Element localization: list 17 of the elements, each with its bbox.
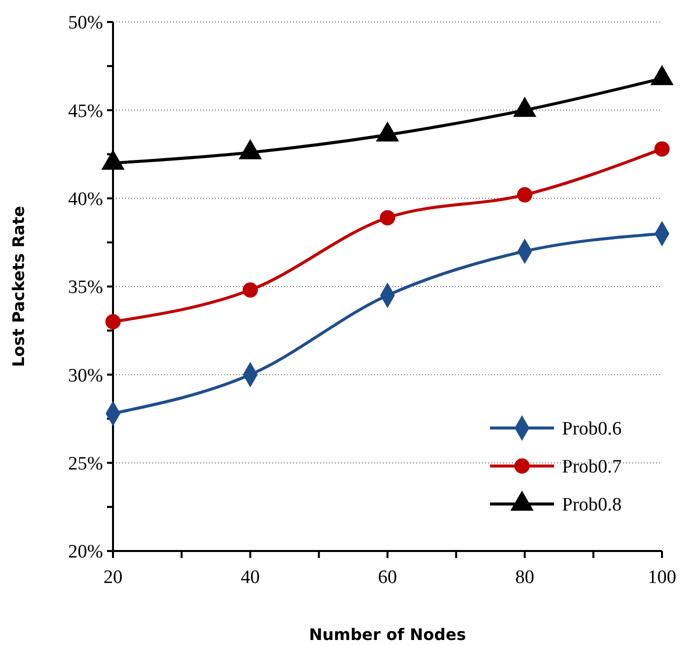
x-tick-label: 40 (240, 567, 260, 588)
y-tick-label: 50% (68, 12, 104, 34)
y-axis-title: Lost Packets Rate (9, 206, 28, 367)
x-tick-label: 80 (515, 567, 534, 588)
x-tick-label: 20 (104, 567, 122, 588)
x-tick-label: 100 (648, 567, 676, 588)
legend-label: Prob0.7 (562, 456, 622, 478)
y-tick-label: 45% (68, 100, 104, 122)
x-tick-label: 60 (378, 567, 397, 588)
legend-label: Prob0.6 (562, 418, 622, 440)
y-tick-label: 40% (68, 188, 104, 210)
legend-label: Prob0.8 (562, 494, 622, 516)
y-tick-label: 25% (68, 453, 104, 474)
y-tick-label: 20% (68, 542, 104, 563)
y-tick-label: 30% (68, 365, 104, 386)
x-axis-title: Number of Nodes (309, 625, 466, 644)
y-tick-label: 35% (68, 277, 104, 298)
